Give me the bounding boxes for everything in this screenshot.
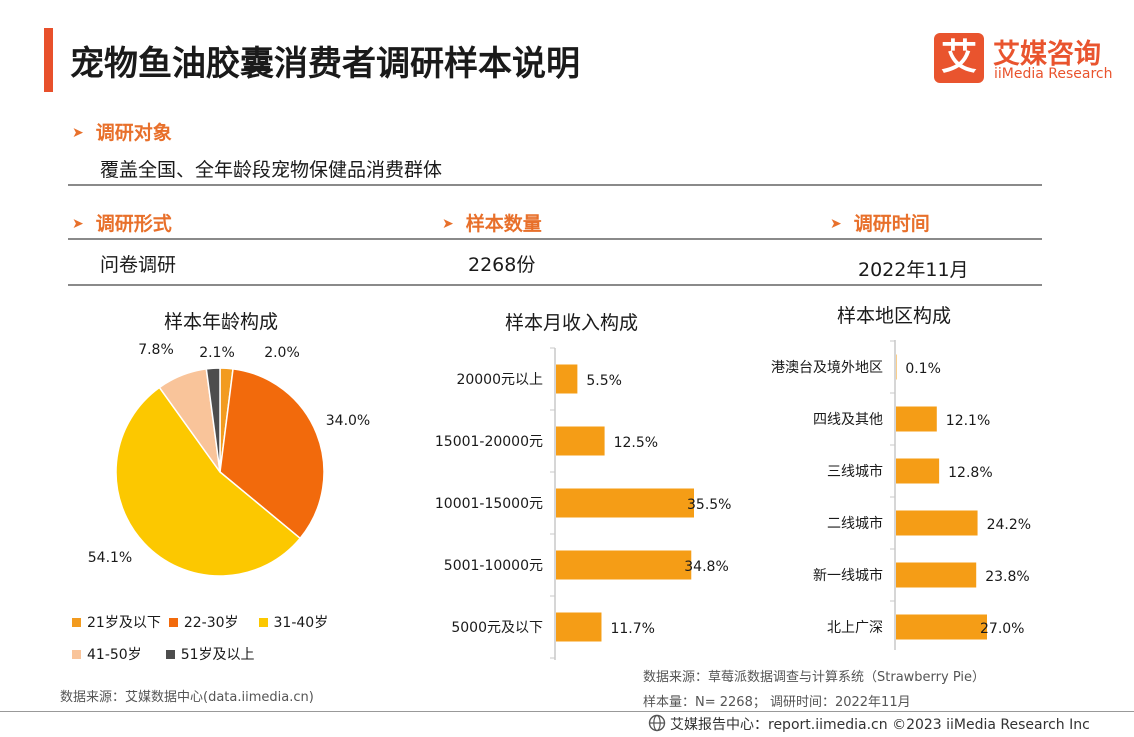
sample-size-value: 2268份 — [468, 254, 536, 276]
legend-swatch — [258, 617, 268, 627]
arrow-right-icon: ➤ — [72, 216, 84, 232]
income-bar-chart: 20000元以上 5.5% 15001-20000元 12.5% 10001-15000… — [435, 347, 731, 660]
bar-value-label: 12.5% — [614, 435, 658, 451]
category-label: 新一线城市 — [813, 567, 883, 584]
pie-value-label: 2.1% — [199, 345, 235, 361]
sample-size-label: ➤ 样本数量 — [442, 213, 542, 235]
pie-value-label: 34.0% — [326, 413, 370, 429]
bar-value-label: 27.0% — [980, 621, 1024, 637]
legend-item: 51岁及以上 — [165, 644, 255, 664]
arrow-right-icon: ➤ — [442, 216, 454, 232]
data-source-right: 数据来源：草莓派数据调查与计算系统（Strawberry Pie） — [643, 670, 985, 685]
bar-value-label: 24.2% — [987, 517, 1031, 533]
bar — [896, 458, 940, 484]
legend-swatch — [72, 649, 81, 659]
bar — [556, 426, 605, 456]
pie-slice — [115, 386, 302, 577]
legend-swatch — [165, 649, 175, 659]
divider — [68, 284, 1042, 286]
age-legend: 21岁及以下 22-30岁 31-40岁 41-50岁 51岁及以上 — [72, 612, 402, 664]
pie-value-label: 54.1% — [88, 550, 132, 566]
category-label: 三线城市 — [827, 463, 883, 480]
legend-item: 41-50岁 — [72, 644, 142, 664]
survey-target-label: ➤ 调研对象 — [72, 122, 172, 144]
divider — [68, 184, 1042, 186]
survey-time-label: ➤ 调研时间 — [830, 213, 930, 235]
pie-value-label: 7.8% — [138, 342, 174, 358]
category-label: 港澳台及境外地区 — [771, 360, 883, 376]
pie-slice — [219, 367, 325, 540]
survey-target-value: 覆盖全国、全年龄段宠物保健品消费群体 — [100, 159, 443, 181]
age-pie-chart: 2.0% 34.0% 54.1% 7.8% 2.1% — [88, 342, 370, 577]
region-bar-chart: 港澳台及境外地区 0.1% 四线及其他 12.1% 三线城市 12.8% 二线城市 24.2%… — [771, 340, 1031, 650]
legend-swatch — [72, 617, 81, 627]
legend-item: 31-40岁 — [258, 612, 328, 632]
survey-form-value: 问卷调研 — [100, 254, 177, 276]
bar-value-label: 12.1% — [946, 413, 990, 429]
income-chart-title: 样本月收入构成 — [505, 312, 639, 334]
title-accent-bar — [44, 28, 53, 92]
survey-form-label: ➤ 调研形式 — [72, 213, 172, 235]
category-label: 5000元及以下 — [451, 620, 543, 636]
bar-value-label: 12.8% — [948, 465, 992, 481]
bar — [896, 614, 987, 640]
logo-text-en: iiMedia Research — [994, 66, 1113, 82]
category-label: 北上广深 — [827, 620, 883, 636]
bar-value-label: 23.8% — [985, 569, 1029, 585]
bar — [896, 562, 977, 588]
legend-item: 21岁及以下 — [72, 612, 161, 632]
page-title: 宠物鱼油胶囊消费者调研样本说明 — [70, 44, 580, 84]
category-label: 10001-15000元 — [435, 496, 543, 512]
category-label: 20000元以上 — [456, 372, 543, 388]
pie-slice — [205, 367, 221, 473]
data-source-left: 数据来源：艾媒数据中心(data.iimedia.cn) — [60, 690, 314, 705]
arrow-right-icon: ➤ — [72, 125, 84, 141]
pie-value-label: 2.0% — [264, 345, 300, 361]
arrow-right-icon: ➤ — [830, 216, 842, 232]
footer-divider — [0, 711, 1134, 712]
category-label: 15001-20000元 — [435, 434, 543, 450]
region-chart-title: 样本地区构成 — [837, 305, 952, 327]
survey-time-value: 2022年11月 — [858, 259, 969, 281]
bar — [556, 488, 694, 518]
bar-value-label: 11.7% — [610, 621, 654, 637]
logo-text-cn: 艾媒咨询 — [993, 39, 1101, 70]
footer-text: 艾媒报告中心：report.iimedia.cn ©2023 iiMedia R… — [670, 717, 1090, 733]
category-label: 二线城市 — [827, 515, 883, 532]
bar — [896, 406, 937, 432]
legend-swatch — [168, 617, 178, 627]
bar-value-label: 35.5% — [687, 497, 731, 513]
bar — [556, 364, 578, 394]
bar-value-label: 5.5% — [586, 373, 622, 389]
bar-value-label: 34.8% — [684, 559, 728, 575]
bar — [896, 510, 978, 536]
age-chart-title: 样本年龄构成 — [164, 311, 279, 333]
bar-value-label: 0.1% — [905, 361, 941, 377]
bar — [556, 612, 602, 642]
category-label: 5001-10000元 — [444, 558, 543, 574]
bar — [896, 354, 897, 380]
globe-icon — [648, 714, 666, 736]
category-label: 四线及其他 — [813, 412, 883, 428]
sample-info: 样本量：N= 2268； 调研时间：2022年11月 — [643, 695, 911, 710]
legend-item: 22-30岁 — [168, 612, 239, 632]
divider — [68, 238, 1042, 240]
logo-icon: 艾 — [934, 33, 984, 83]
bar — [556, 550, 692, 580]
